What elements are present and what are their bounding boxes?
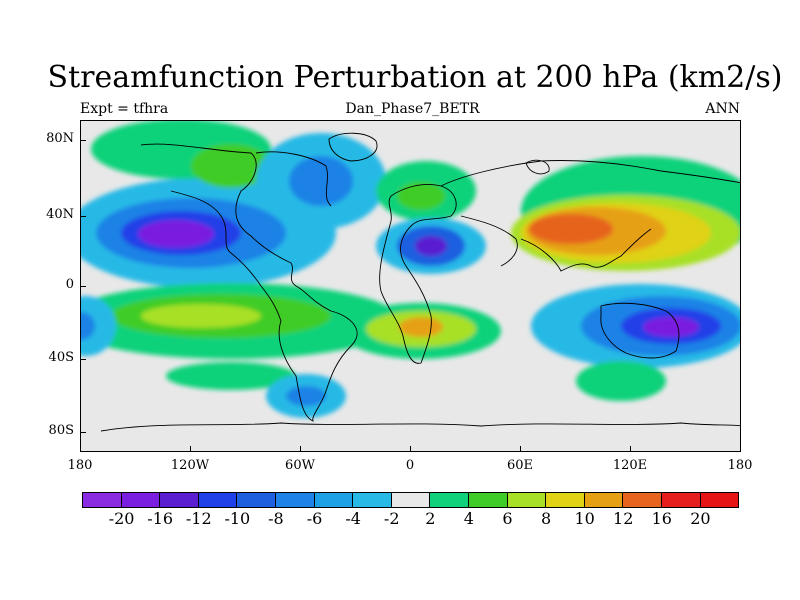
experiment-label: Expt = tfhra bbox=[80, 101, 169, 117]
eurasia-north-coastline bbox=[440, 160, 740, 187]
arctic-canada-coastline bbox=[255, 151, 332, 207]
longitude-tick bbox=[630, 446, 631, 452]
latitude-tick bbox=[80, 432, 86, 434]
colorbar-level-label: 20 bbox=[690, 509, 711, 528]
contour-north-pacific-high-core bbox=[191, 144, 271, 188]
colorbar-box bbox=[274, 492, 315, 508]
contour-na-low-inner bbox=[289, 156, 353, 206]
map-panel[interactable] bbox=[80, 120, 741, 452]
contour-west-edge-low bbox=[81, 296, 116, 356]
colorbar-box bbox=[583, 492, 624, 508]
colorbar bbox=[82, 492, 740, 508]
colorbar-box bbox=[313, 492, 354, 508]
africa-coastline bbox=[379, 184, 457, 364]
colorbar-level-label: -6 bbox=[306, 509, 323, 528]
colorbar-box bbox=[236, 492, 276, 508]
longitude-label: 60E bbox=[506, 458, 534, 473]
longitude-tick bbox=[80, 446, 81, 452]
latitude-tick bbox=[80, 139, 86, 141]
colorbar-level-label: -8 bbox=[268, 509, 284, 528]
longitude-label: 0 bbox=[405, 458, 415, 473]
colorbar-level-label: -16 bbox=[147, 509, 174, 528]
colorbar-level-label: 6 bbox=[502, 509, 513, 528]
contour-australia-low-core bbox=[643, 317, 699, 337]
colorbar-box bbox=[506, 492, 547, 508]
colorbar-level-label: 10 bbox=[574, 509, 595, 528]
contour-asia-high-core bbox=[529, 214, 613, 244]
contour-pacific-low-core bbox=[138, 220, 214, 248]
colorbar-level-label: 16 bbox=[651, 509, 672, 528]
colorbar-level-label: 2 bbox=[425, 509, 436, 528]
contour-map bbox=[81, 121, 740, 451]
latitude-tick bbox=[80, 216, 86, 218]
colorbar-box bbox=[622, 492, 662, 508]
greenland-coastline bbox=[328, 132, 378, 162]
colorbar-level-label: -10 bbox=[224, 509, 251, 528]
case-name-label: Dan_Phase7_BETR bbox=[345, 101, 480, 117]
scandinavia-coastline bbox=[525, 159, 550, 175]
colorbar-box bbox=[390, 492, 431, 508]
colorbar-box bbox=[82, 492, 122, 508]
contour-southern-ocean-high bbox=[576, 361, 666, 401]
longitude-tick bbox=[190, 446, 191, 452]
colorbar-box bbox=[660, 492, 701, 508]
latitude-label: 0 bbox=[65, 277, 74, 292]
colorbar-level-label: -2 bbox=[383, 509, 400, 528]
colorbar-box bbox=[159, 492, 199, 508]
latitude-label: 80N bbox=[46, 130, 74, 146]
colorbar-level-label: -20 bbox=[108, 509, 135, 528]
contour-south-america-low-core bbox=[286, 386, 326, 406]
antarctica-coastline bbox=[100, 422, 740, 432]
coastlines bbox=[100, 132, 740, 432]
latitude-label: 40N bbox=[46, 207, 74, 223]
season-label: ANN bbox=[705, 101, 740, 117]
longitude-label: 120E bbox=[612, 458, 648, 473]
colorbar-level-label: 8 bbox=[540, 509, 552, 528]
latitude-tick bbox=[80, 286, 86, 287]
longitude-tick bbox=[300, 446, 301, 452]
plot-title: Streamfunction Perturbation at 200 hPa (… bbox=[47, 60, 783, 95]
americas-coastline bbox=[140, 143, 358, 422]
colorbar-box bbox=[120, 492, 161, 508]
colorbar-box bbox=[352, 492, 392, 508]
longitude-label: 180 bbox=[67, 458, 93, 473]
longitude-label: 120W bbox=[170, 458, 210, 473]
south-asia-coastline bbox=[460, 215, 652, 272]
colorbar-box bbox=[467, 492, 508, 508]
colorbar-box bbox=[545, 492, 585, 508]
colorbar-level-label: -12 bbox=[185, 509, 212, 528]
contour-west-edge-low-core bbox=[81, 312, 95, 340]
colorbar-box bbox=[699, 492, 740, 508]
latitude-tick bbox=[80, 359, 86, 361]
longitude-tick bbox=[520, 446, 521, 452]
longitude-label: 180 bbox=[727, 458, 753, 473]
colorbar-box bbox=[429, 492, 469, 508]
latitude-label: 40S bbox=[48, 350, 74, 366]
colorbar-level-label: 4 bbox=[463, 509, 474, 528]
colorbar-box bbox=[197, 492, 238, 508]
contour-southeast-pacific-high bbox=[166, 362, 296, 390]
colorbar-level-label: 12 bbox=[613, 509, 634, 528]
longitude-tick bbox=[410, 446, 411, 452]
contour-europe-high-core bbox=[397, 182, 445, 210]
longitude-label: 60W bbox=[285, 458, 315, 473]
contour-south-atlantic-high-core bbox=[399, 317, 443, 337]
colorbar-level-label: -4 bbox=[345, 509, 361, 528]
contour-south-pacific-high-core bbox=[141, 304, 261, 328]
latitude-label: 80S bbox=[48, 423, 74, 439]
contour-africa-low-core bbox=[415, 236, 447, 256]
australia-coastline bbox=[600, 302, 680, 359]
longitude-tick bbox=[740, 446, 741, 452]
